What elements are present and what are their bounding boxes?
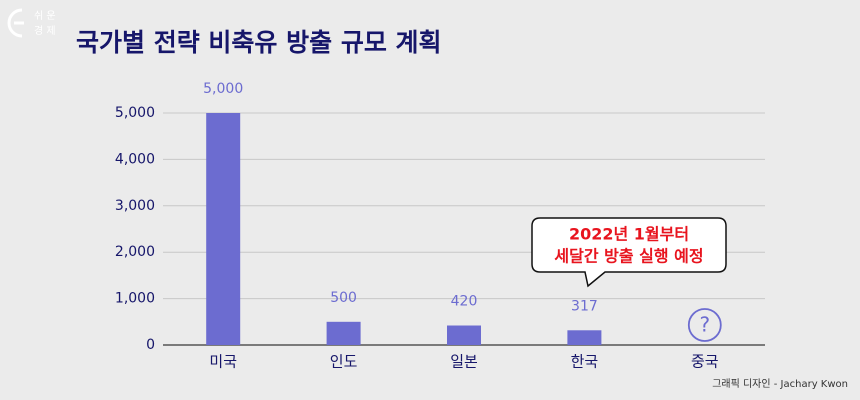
- x-tick-label: 미국: [209, 353, 237, 371]
- value-label: 420: [451, 294, 478, 310]
- y-tick-label: 0: [146, 337, 155, 353]
- bar: [206, 113, 241, 345]
- annotation: 2022년 1월부터: [569, 225, 689, 244]
- y-tick-label: 3,000: [115, 198, 155, 214]
- question-icon: [687, 308, 722, 342]
- y-tick-label: 4,000: [115, 151, 155, 167]
- bar: [326, 321, 361, 345]
- y-tick-label: 5,000: [115, 105, 155, 121]
- x-tick-label: 인도: [330, 353, 358, 371]
- y-tick-label: 2,000: [115, 244, 155, 260]
- value-label: 317: [571, 298, 598, 314]
- bar: [567, 330, 602, 345]
- value-label: 500: [330, 290, 357, 306]
- logo-text: 쉬 운: [34, 10, 56, 22]
- speech-bubble: [531, 217, 727, 288]
- logo-mark: [7, 8, 23, 38]
- annotation: 세달간 방출 실행 예정: [554, 247, 703, 266]
- x-tick-label: 일본: [450, 353, 478, 371]
- logo-text: 경 제: [34, 24, 56, 37]
- x-tick-label: 중국: [691, 353, 719, 371]
- x-tick-label: 한국: [571, 353, 599, 371]
- credit: 그래픽 디자인 - Jachary Kwon: [712, 378, 848, 390]
- value-label: ?: [699, 313, 710, 337]
- chart-title: 국가별 전략 비축유 방출 규모 계획: [76, 28, 442, 57]
- y-tick-label: 1,000: [115, 291, 155, 307]
- bar: [447, 325, 481, 345]
- value-label: 5,000: [203, 81, 243, 97]
